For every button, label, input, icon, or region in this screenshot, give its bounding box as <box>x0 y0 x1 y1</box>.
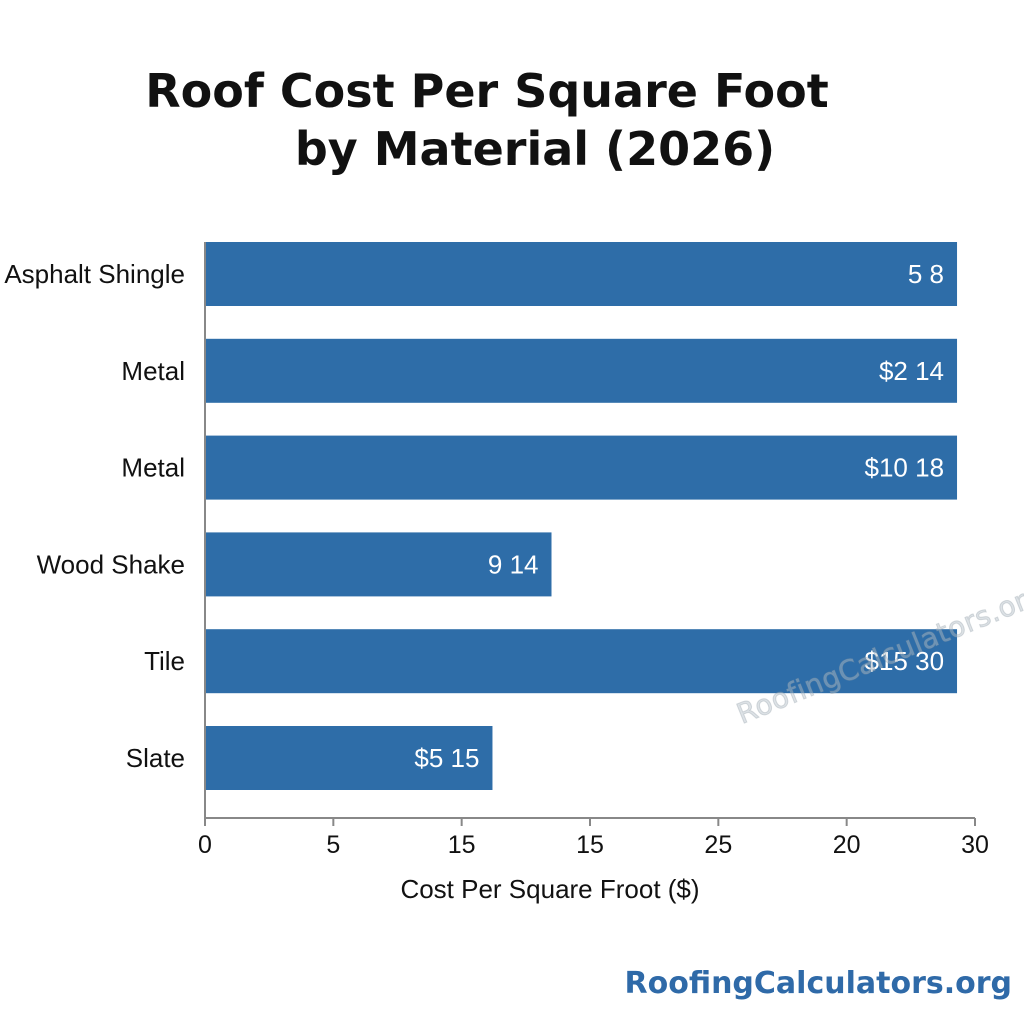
x-tick-label-4: 25 <box>704 831 732 859</box>
bar-value-label-5: $5 15 <box>414 743 479 773</box>
category-label-1: Metal <box>121 356 185 386</box>
bar-1 <box>205 338 958 403</box>
bar-value-label-4: $15 30 <box>865 646 945 676</box>
bar-value-labels: 5 8 $2 14 $10 18 9 14 $15 30 $5 15 <box>414 259 944 773</box>
x-tick-label-2: 15 <box>448 831 476 859</box>
category-label-2: Metal <box>121 453 185 483</box>
x-axis-ticks: 0 5 15 15 25 20 30 <box>198 818 989 859</box>
x-tick-label-0: 0 <box>198 831 212 859</box>
category-label-0: Asphalt Shingle <box>4 259 185 289</box>
bar-3 <box>205 532 552 597</box>
chart-title-line-2: by Material (2026) <box>294 122 776 176</box>
bar-value-label-0: 5 8 <box>908 259 944 289</box>
bar-2 <box>205 435 958 500</box>
x-tick-label-5: 20 <box>833 831 861 859</box>
x-axis-label: Cost Per Square Froot ($) <box>400 874 700 904</box>
bar-0 <box>205 242 958 306</box>
category-label-5: Slate <box>126 743 185 773</box>
chart-title-line-1: Roof Cost Per Square Foot <box>145 64 829 118</box>
bars-group <box>205 242 958 790</box>
brand-link[interactable]: RoofingCalculators.org <box>624 966 1012 1001</box>
chart-title: Roof Cost Per Square Foot by Material (2… <box>0 62 1024 178</box>
category-labels: Asphalt Shingle Metal Metal Wood Shake Tile S… <box>4 259 185 773</box>
x-tick-label-3: 15 <box>576 831 604 859</box>
x-tick-label-6: 30 <box>961 831 989 859</box>
bar-value-label-2: $10 18 <box>865 453 945 483</box>
bar-4 <box>205 629 958 694</box>
bar-5 <box>205 726 493 790</box>
bar-value-label-1: $2 14 <box>879 356 944 386</box>
category-label-3: Wood Shake <box>37 549 185 579</box>
category-label-4: Tile <box>144 646 185 676</box>
bar-value-label-3: 9 14 <box>488 549 539 579</box>
x-tick-label-1: 5 <box>326 831 340 859</box>
